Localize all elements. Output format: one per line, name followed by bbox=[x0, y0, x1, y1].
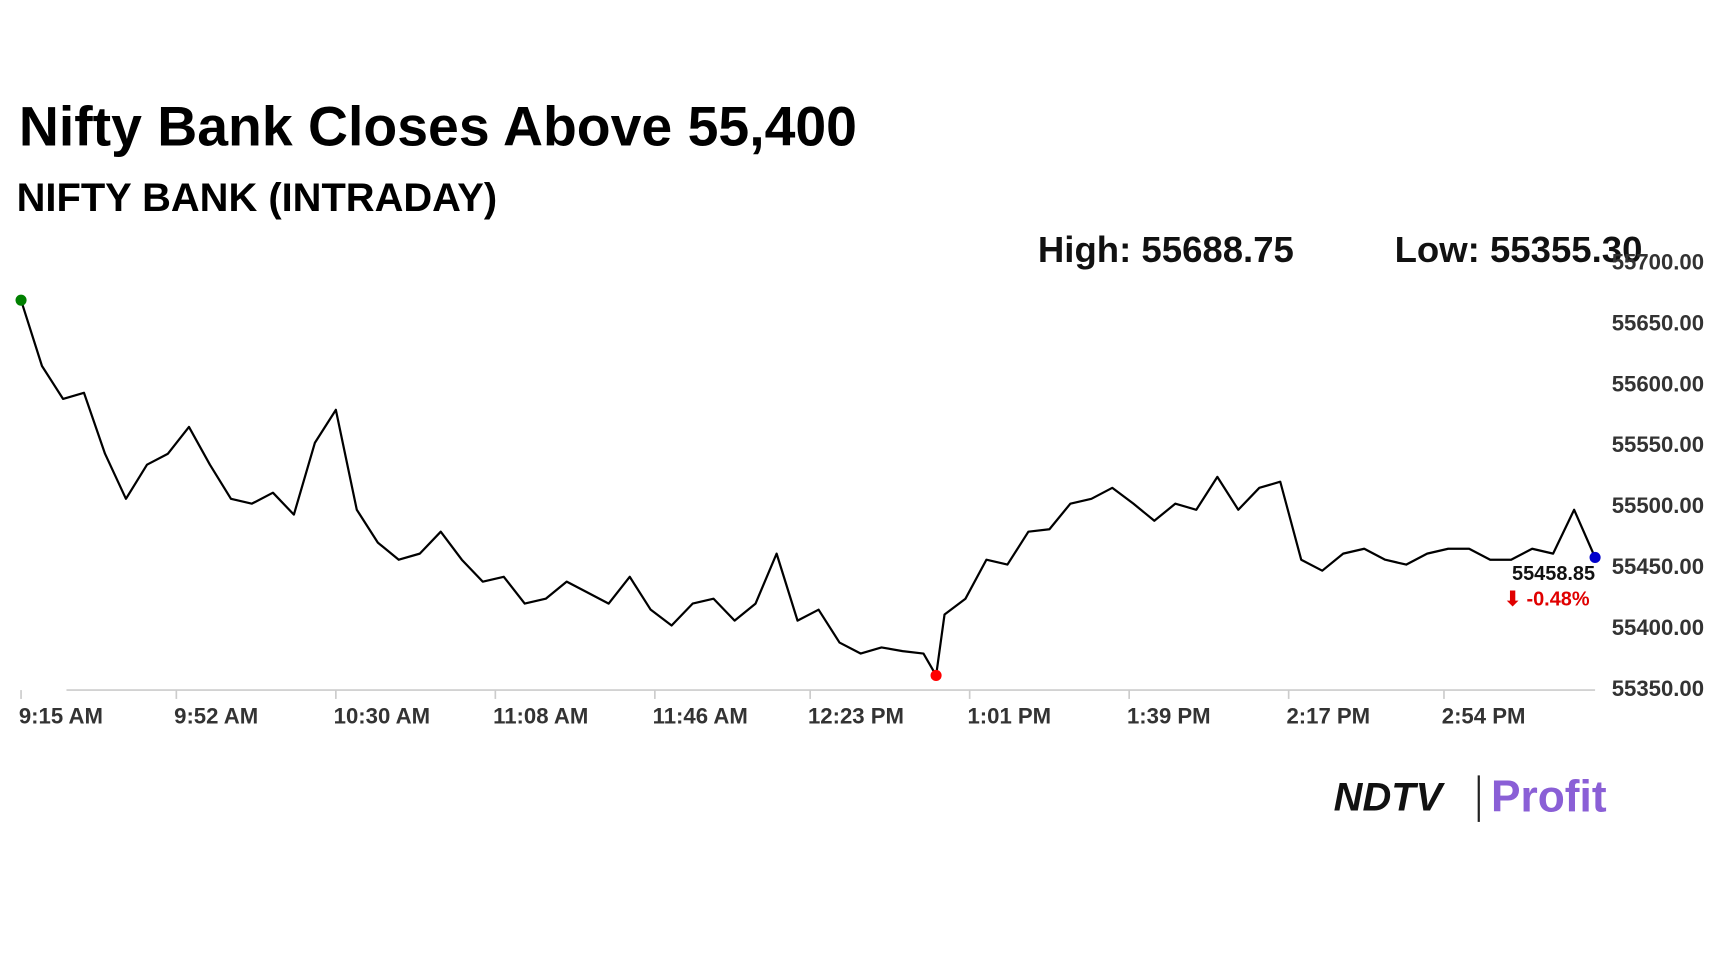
x-tick-label: 2:54 PM bbox=[1442, 704, 1526, 729]
y-tick-label: 55700.00 bbox=[1612, 249, 1704, 274]
x-tick-label: 12:23 PM bbox=[808, 704, 904, 729]
y-tick-label: 55400.00 bbox=[1612, 615, 1704, 640]
brand-profit: Profit bbox=[1491, 772, 1607, 821]
last-value-label: 55458.85 bbox=[1512, 563, 1595, 585]
x-tick-label: 11:46 AM bbox=[653, 704, 748, 729]
x-tick-label: 2:17 PM bbox=[1286, 704, 1370, 729]
price-line bbox=[19, 299, 1597, 677]
end-marker bbox=[1589, 551, 1601, 564]
start-marker bbox=[15, 294, 27, 306]
change-label: ⬇ -0.48% bbox=[1504, 589, 1590, 611]
y-tick-label: 55450.00 bbox=[1612, 554, 1704, 579]
x-tick-label: 9:15 AM bbox=[19, 704, 103, 729]
x-tick-label: 1:01 PM bbox=[967, 704, 1051, 729]
x-tick-label: 9:52 AM bbox=[174, 704, 258, 729]
x-tick-label: 1:39 PM bbox=[1127, 704, 1211, 729]
chart-title: Nifty Bank Closes Above 55,400 bbox=[19, 95, 857, 157]
chart-subtitle: NIFTY BANK (INTRADAY) bbox=[17, 176, 498, 220]
low-label: Low: 55355.30 bbox=[1395, 229, 1643, 270]
x-tick-label: 11:08 AM bbox=[493, 704, 588, 729]
y-tick-label: 55550.00 bbox=[1612, 432, 1704, 457]
high-label: High: 55688.75 bbox=[1038, 229, 1294, 270]
x-tick-label: 10:30 AM bbox=[334, 704, 430, 729]
y-tick-label: 55650.00 bbox=[1612, 310, 1704, 335]
low-marker bbox=[930, 669, 942, 682]
y-tick-label: 55350.00 bbox=[1612, 676, 1704, 701]
y-tick-label: 55600.00 bbox=[1612, 371, 1704, 396]
y-tick-label: 55500.00 bbox=[1612, 493, 1704, 518]
brand-ndtv: NDTV bbox=[1334, 775, 1446, 819]
